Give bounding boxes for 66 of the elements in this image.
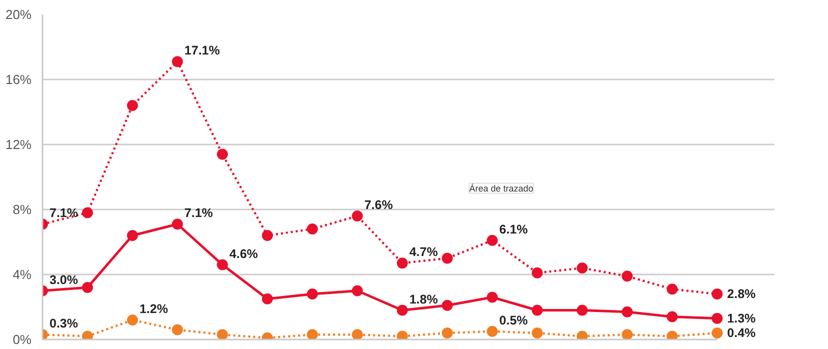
point [712,312,723,324]
point [486,292,498,303]
point [576,330,588,340]
data-label: 7.1% [184,206,213,220]
y-tick-label: 8% [12,202,32,217]
point [666,311,678,322]
data-label: 7.6% [364,198,393,212]
point [442,328,453,338]
point [666,330,678,340]
point [532,267,543,278]
point [576,262,588,274]
point [352,210,363,222]
point [126,314,138,326]
point [486,234,498,246]
point [82,330,93,340]
point [172,324,183,336]
data-label: 7.1% [50,206,78,220]
y-tick-label: 0% [12,332,32,347]
point [622,329,633,340]
point [396,330,408,340]
point [126,100,138,111]
point [666,284,678,295]
point [82,207,93,218]
point [712,288,723,300]
point [396,304,408,316]
data-label: 1.3% [727,311,756,326]
point [712,328,723,338]
y-tick-label: 12% [5,137,32,152]
point [532,304,543,316]
y-tick-label: 20% [5,7,32,22]
data-label: 0.3% [50,316,78,331]
point [172,218,183,230]
data-label: 6.1% [499,222,528,236]
data-label: 3.0% [50,272,78,287]
y-tick-label: 4% [12,267,32,282]
data-label: 0.5% [499,313,528,328]
data-label: 17.1% [184,44,220,58]
data-label: 4.7% [409,245,438,260]
data-label: 2.8% [727,287,756,301]
point [262,293,273,304]
point [216,148,228,160]
point [262,230,273,241]
data-label: 4.6% [229,246,258,261]
point [82,282,93,293]
point [216,259,228,270]
point [352,329,363,340]
point [172,56,183,68]
point [622,306,633,318]
point [532,328,543,338]
point [396,258,408,269]
point [442,300,453,311]
point [216,329,228,340]
data-label: 1.2% [139,302,168,316]
point [622,270,633,282]
point [306,224,318,234]
point [486,326,498,337]
annotation: Área de trazado [469,183,534,194]
point [442,252,453,264]
point [126,230,138,241]
data-label: 0.4% [727,326,756,340]
point [306,288,318,300]
y-tick-label: 16% [5,72,32,87]
point [576,304,588,316]
point [352,285,363,296]
data-label: 1.8% [409,292,438,306]
point [306,329,318,340]
